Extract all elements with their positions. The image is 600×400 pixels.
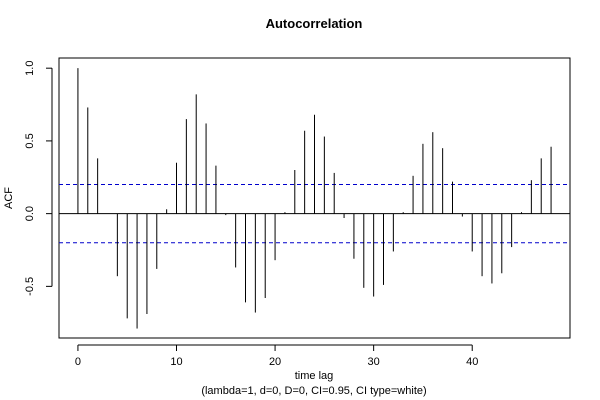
- plot-frame: [58, 57, 571, 339]
- y-axis: -0.5 0.0 0.5 1.0: [24, 61, 53, 296]
- x-tick-label: 0: [75, 356, 81, 368]
- x-tick-label: 10: [170, 356, 182, 368]
- y-tick-label: 0.0: [24, 206, 36, 221]
- y-tick-label: -0.5: [24, 277, 36, 296]
- y-axis-label: ACF: [3, 187, 15, 209]
- y-tick-label: 0.5: [24, 133, 36, 148]
- acf-bars: [77, 68, 552, 329]
- x-tick-label: 40: [466, 356, 478, 368]
- chart-title: Autocorrelation: [266, 16, 363, 31]
- chart-subtitle: (lambda=1, d=0, D=0, CI=0.95, CI type=wh…: [201, 385, 426, 397]
- x-tick-label: 20: [269, 356, 281, 368]
- x-axis-label: time lag: [295, 370, 334, 382]
- y-tick-label: 1.0: [24, 61, 36, 76]
- x-axis: 0 10 20 30 40: [75, 344, 478, 368]
- x-tick-label: 30: [368, 356, 380, 368]
